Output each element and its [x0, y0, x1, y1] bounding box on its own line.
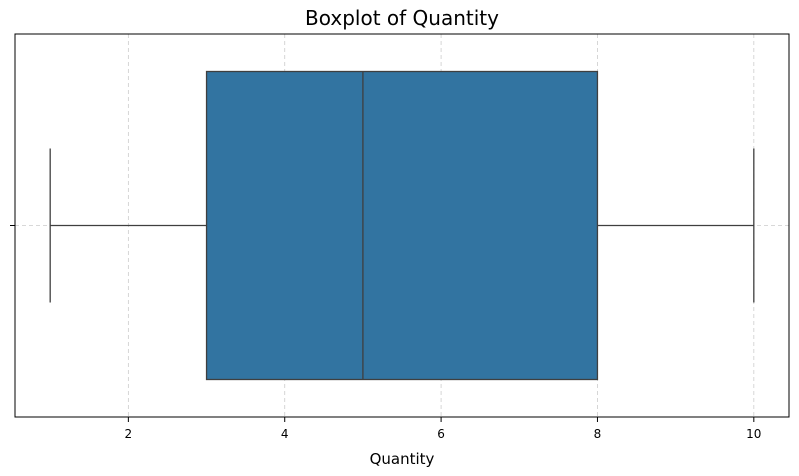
plot-layer	[49, 70, 755, 381]
axis-layer: 2 4 6 8 10	[10, 33, 790, 441]
x-tick-label: 8	[594, 427, 602, 441]
x-axis-label: Quantity	[370, 450, 435, 468]
x-tick-label: 4	[281, 427, 289, 441]
x-tick-label: 10	[746, 427, 761, 441]
x-tick-label: 2	[125, 427, 133, 441]
iqr-box	[205, 70, 599, 381]
chart-title: Boxplot of Quantity	[305, 6, 499, 30]
x-tick-label: 6	[437, 427, 445, 441]
